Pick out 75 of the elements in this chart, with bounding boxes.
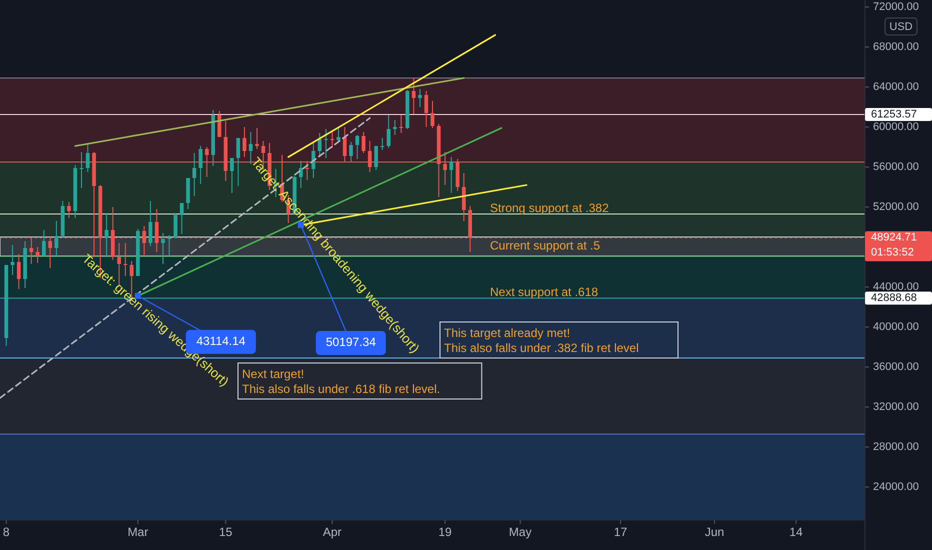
candlestick	[393, 120, 397, 136]
y-tick-label: 72000.00	[873, 0, 919, 13]
annotation: This target already met! This also falls under .382 fib ret level	[444, 326, 639, 355]
x-tick-label: 15	[218, 525, 233, 539]
candlestick	[443, 152, 447, 186]
candlestick	[16, 254, 21, 290]
candlestick	[298, 160, 303, 188]
y-tick-label: 60000.00	[873, 120, 919, 133]
x-tick-label: Jun	[704, 525, 724, 539]
annotation: Strong support at .382	[490, 201, 610, 216]
candlestick	[255, 128, 259, 150]
candlestick	[10, 244, 14, 276]
candlestick	[230, 158, 234, 194]
candlestick	[449, 156, 454, 194]
candlestick	[305, 160, 310, 180]
x-tick-label: 8	[2, 525, 10, 539]
candlestick	[54, 220, 58, 258]
ref-line-label: 42888.68	[871, 292, 917, 304]
candlestick	[362, 132, 366, 154]
annotation: Next target! This also falls under .618 fib ret level.	[242, 367, 440, 396]
candlestick	[36, 246, 40, 264]
candlestick	[368, 140, 372, 172]
x-tick-label: Apr	[322, 525, 342, 539]
x-tick-label: Mar	[128, 525, 148, 539]
text: USD	[889, 20, 913, 33]
candlestick	[180, 202, 184, 234]
x-tick-label: 14	[789, 525, 804, 539]
candlestick	[236, 138, 240, 186]
y-tick-label: 36000.00	[873, 360, 919, 373]
band-label: Current support at .5	[490, 238, 600, 253]
candlestick	[336, 126, 340, 142]
candlestick	[67, 202, 71, 218]
y-tick-label: 52000.00	[873, 200, 919, 213]
y-tick-label: 44000.00	[873, 280, 919, 293]
y-tick-label: 56000.00	[873, 160, 919, 173]
candlestick	[355, 134, 360, 160]
x-tick-label: 17	[614, 525, 628, 539]
x-tick-label: 19	[438, 525, 452, 539]
annotation: Next support at .618	[490, 285, 598, 300]
candlestick	[374, 146, 378, 170]
candlestick	[424, 90, 428, 128]
candlestick	[161, 232, 165, 264]
candlestick	[330, 132, 334, 148]
candlestick	[198, 146, 202, 184]
candlestick	[418, 88, 422, 108]
candlestick	[248, 132, 253, 164]
candlestick	[349, 142, 353, 162]
x-tick-label: May	[508, 525, 532, 539]
ref-line-label: 61253.57	[871, 108, 917, 120]
candlestick	[86, 144, 90, 172]
y-tick-label: 64000.00	[873, 80, 919, 93]
candlestick	[380, 138, 384, 150]
candlestick	[386, 114, 391, 148]
candlestick	[42, 230, 46, 256]
candlestick	[80, 152, 84, 188]
candlestick	[324, 128, 328, 158]
text: 01:53:52	[871, 246, 914, 259]
candlestick	[192, 152, 196, 196]
y-tick-label: 28000.00	[873, 440, 919, 453]
candlestick	[174, 212, 178, 238]
candlestick	[430, 100, 434, 128]
y-tick-label: 40000.00	[873, 320, 919, 333]
candlestick	[204, 146, 209, 178]
y-tick-label: 32000.00	[873, 400, 919, 413]
candlestick	[242, 126, 246, 158]
y-tick-label: 24000.00	[873, 480, 919, 493]
candlestick	[148, 200, 152, 246]
candlestick	[412, 78, 416, 114]
candlestick	[117, 242, 121, 286]
candlestick	[123, 242, 128, 276]
candlestick	[312, 142, 316, 178]
candlestick	[399, 114, 404, 134]
y-tick-label: 68000.00	[873, 40, 919, 53]
candlestick	[167, 234, 172, 256]
ref-line-label: 48924.71	[871, 232, 917, 244]
